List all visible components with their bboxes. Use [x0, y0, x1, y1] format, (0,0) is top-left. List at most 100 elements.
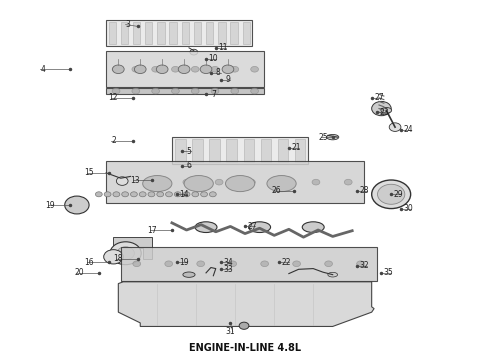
Bar	[172, 137, 308, 164]
Ellipse shape	[248, 222, 270, 233]
Ellipse shape	[195, 222, 217, 233]
Text: 14: 14	[179, 190, 189, 199]
Text: 31: 31	[225, 327, 235, 336]
Circle shape	[222, 65, 234, 73]
Text: 22: 22	[282, 258, 291, 267]
Text: 24: 24	[403, 126, 413, 135]
Circle shape	[377, 184, 405, 204]
Text: 3: 3	[125, 20, 130, 29]
Circle shape	[157, 192, 164, 197]
Circle shape	[166, 192, 172, 197]
Bar	[230, 22, 238, 44]
Circle shape	[261, 261, 269, 267]
Circle shape	[191, 66, 199, 72]
Bar	[133, 22, 140, 44]
Circle shape	[211, 88, 219, 94]
Bar	[121, 22, 128, 44]
Bar	[294, 139, 305, 162]
Text: 23: 23	[379, 108, 389, 117]
Bar	[243, 22, 250, 44]
Circle shape	[372, 102, 391, 116]
Text: 6: 6	[187, 161, 192, 170]
Bar	[193, 139, 202, 162]
Circle shape	[172, 88, 179, 94]
Circle shape	[117, 247, 134, 260]
Circle shape	[152, 66, 160, 72]
Circle shape	[165, 261, 172, 267]
Circle shape	[357, 261, 365, 267]
Text: 25: 25	[318, 132, 328, 141]
Bar	[121, 247, 376, 281]
Ellipse shape	[225, 176, 255, 192]
Circle shape	[134, 65, 146, 73]
Bar	[194, 22, 201, 44]
Circle shape	[132, 66, 140, 72]
Bar	[106, 161, 365, 203]
Circle shape	[132, 88, 140, 94]
Circle shape	[325, 261, 333, 267]
Circle shape	[247, 179, 255, 185]
Bar	[157, 22, 165, 44]
Circle shape	[293, 261, 300, 267]
Circle shape	[251, 66, 259, 72]
Text: ENGINE-IN-LINE 4.8L: ENGINE-IN-LINE 4.8L	[189, 343, 301, 353]
Circle shape	[211, 66, 219, 72]
Bar	[244, 139, 254, 162]
Circle shape	[133, 261, 141, 267]
Circle shape	[112, 88, 120, 94]
Text: 13: 13	[130, 176, 140, 185]
Circle shape	[231, 88, 239, 94]
Ellipse shape	[381, 108, 392, 113]
Circle shape	[156, 65, 168, 73]
Circle shape	[209, 192, 216, 197]
Circle shape	[119, 179, 126, 185]
Text: 15: 15	[84, 168, 94, 177]
Circle shape	[191, 88, 199, 94]
Circle shape	[197, 261, 205, 267]
Text: 19: 19	[179, 258, 189, 267]
Bar	[109, 22, 116, 44]
Circle shape	[229, 261, 237, 267]
Text: 34: 34	[223, 258, 233, 267]
Bar	[218, 22, 225, 44]
Circle shape	[231, 66, 239, 72]
Circle shape	[104, 249, 123, 264]
Text: 4: 4	[40, 65, 45, 74]
Ellipse shape	[184, 176, 213, 192]
Text: 10: 10	[209, 54, 218, 63]
Text: 33: 33	[223, 265, 233, 274]
Text: 21: 21	[292, 143, 301, 152]
Ellipse shape	[183, 272, 195, 277]
Circle shape	[183, 192, 190, 197]
Text: 27: 27	[247, 222, 257, 231]
Bar	[209, 139, 220, 162]
Text: 19: 19	[45, 201, 55, 210]
Circle shape	[122, 192, 128, 197]
Ellipse shape	[327, 134, 339, 140]
Circle shape	[312, 179, 320, 185]
Bar	[175, 139, 186, 162]
Circle shape	[148, 192, 155, 197]
Circle shape	[110, 242, 141, 265]
Circle shape	[280, 179, 288, 185]
Circle shape	[152, 88, 160, 94]
Text: 27: 27	[374, 93, 384, 102]
Text: 20: 20	[74, 268, 84, 277]
Circle shape	[116, 177, 128, 185]
Text: 29: 29	[393, 190, 403, 199]
Circle shape	[183, 179, 191, 185]
Circle shape	[172, 66, 179, 72]
Bar	[106, 51, 265, 87]
Circle shape	[178, 65, 190, 73]
Circle shape	[190, 49, 198, 55]
Bar	[182, 22, 189, 44]
Circle shape	[113, 192, 120, 197]
Text: 9: 9	[225, 76, 230, 85]
Circle shape	[130, 192, 137, 197]
Circle shape	[174, 192, 181, 197]
Text: 28: 28	[360, 186, 369, 195]
Circle shape	[112, 66, 120, 72]
Polygon shape	[114, 237, 152, 258]
Circle shape	[104, 192, 111, 197]
Bar	[206, 22, 213, 44]
